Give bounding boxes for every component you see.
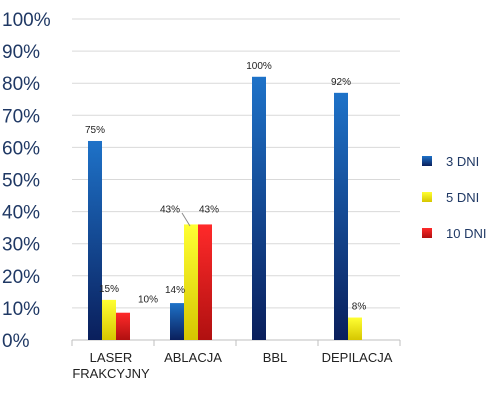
y-tick-label: 40% [2,203,40,224]
bar [198,224,212,340]
data-label: 100% [246,61,272,72]
label-leader-line [181,212,191,227]
bar [102,299,116,340]
legend-label: 3 DNI [446,154,479,169]
y-tick-label: 100% [2,10,51,31]
data-label: 14% [165,285,185,296]
legend-swatch [422,228,432,238]
y-tick-label: 80% [2,74,40,95]
data-label: 75% [85,125,105,136]
x-category-label: BBL [263,350,288,365]
y-tick-label: 50% [2,171,40,192]
y-tick-label: 0% [2,331,30,352]
y-tick-label: 70% [2,106,40,127]
x-category-label: LASER [90,350,133,365]
bar [170,303,184,340]
bar [334,92,348,340]
x-category-label: FRAKCYJNY [72,366,150,381]
bar [252,76,266,340]
legend-swatch [422,192,432,202]
bar [116,312,130,340]
legend-swatch [422,156,432,166]
y-tick-label: 30% [2,235,40,256]
data-label: 92% [331,77,351,88]
bar [348,317,362,340]
legend-label: 10 DNI [446,226,486,241]
data-labels: 75% 15% 10% 14% 43% 43% 100% 92% 8% [85,61,366,313]
y-tick-label: 20% [2,267,40,288]
y-tick-label: 10% [2,299,40,320]
x-category-label: ABLACJA [164,350,222,365]
y-axis-ticks: 0% 10% 20% 30% 40% 50% 60% 70% 80% 90% 100% [2,10,51,352]
data-label: 43% [160,204,180,215]
bars [88,76,362,340]
data-label: 43% [199,204,219,215]
y-tick-label: 90% [2,42,40,63]
data-label: 8% [352,302,367,313]
bar [88,140,102,340]
legend-label: 5 DNI [446,190,479,205]
x-category-label: DEPILACJA [322,350,393,365]
bar [184,224,198,340]
grid-lines [71,18,401,346]
y-tick-label: 60% [2,138,40,159]
legend: 3 DNI 5 DNI 10 DNI [422,154,486,241]
data-label: 15% [99,284,119,295]
data-label: 10% [138,295,158,306]
